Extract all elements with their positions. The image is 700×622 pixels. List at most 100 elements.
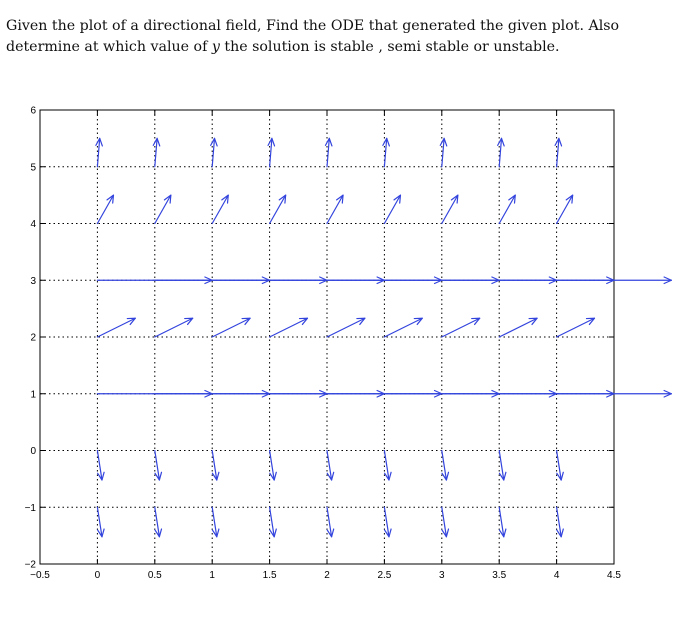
arrow-head [241, 317, 251, 326]
direction-arrow [269, 317, 309, 338]
arrow-shaft [154, 137, 158, 168]
arrow-head [267, 137, 276, 147]
direction-arrows [95, 137, 673, 538]
direction-arrow [154, 194, 172, 225]
direction-arrow [211, 449, 220, 481]
direction-arrow [269, 449, 277, 481]
arrow-shaft [326, 449, 333, 481]
arrow-head [326, 528, 335, 538]
arrow-shaft [96, 317, 136, 338]
arrow-head [585, 317, 596, 326]
arrow-head [384, 528, 392, 538]
direction-arrow [555, 449, 564, 481]
x-tick-label: 4.5 [607, 570, 621, 581]
question-line-2-end: the solution is stable , semi stable or … [219, 39, 560, 55]
arrow-shaft [441, 194, 459, 225]
arrow-head [336, 194, 344, 204]
direction-arrow [154, 449, 163, 481]
arrow-head [126, 317, 136, 326]
arrow-shaft [555, 317, 596, 338]
direction-arrow [326, 194, 344, 225]
arrow-shaft [383, 137, 388, 168]
direction-arrow [96, 194, 115, 225]
arrow-head [498, 528, 507, 538]
arrow-head [663, 389, 673, 398]
y-tick-label: 5 [30, 162, 36, 173]
arrow-shaft [498, 449, 505, 481]
arrow-head [269, 471, 277, 481]
direction-arrow [211, 506, 220, 538]
direction-arrow [96, 449, 105, 481]
arrow-head [324, 137, 333, 147]
x-tick-label: 1 [209, 570, 215, 581]
arrow-head [163, 194, 172, 204]
arrow-head [278, 194, 287, 204]
x-tick-label: 2 [324, 570, 330, 581]
arrow-head [384, 471, 392, 481]
arrow-shaft [269, 449, 275, 481]
arrow-head [450, 194, 459, 204]
arrow-head [556, 471, 564, 481]
arrow-head [439, 137, 448, 147]
arrow-shaft [269, 317, 309, 338]
axis-ticks: −0.5 0 0.5 1 1.5 2 2.5 3 3.5 4 4.5 −2 −1 0 1 2 3 4 5 6 [25, 106, 622, 582]
arrow-head [210, 137, 218, 147]
y-tick-label: −1 [25, 503, 37, 514]
direction-arrow [383, 449, 392, 481]
x-tick-label: 3 [439, 570, 445, 581]
arrow-shaft [441, 506, 447, 538]
direction-arrow [324, 137, 333, 168]
direction-arrow [555, 194, 574, 225]
x-tick-label: 4 [554, 570, 560, 581]
question-line-2: determine at which value of y the soluti… [6, 37, 696, 57]
direction-arrow [441, 194, 459, 225]
direction-arrow [269, 506, 277, 538]
arrow-shaft [96, 449, 103, 481]
arrow-head [441, 471, 450, 481]
direction-arrow [383, 317, 423, 338]
y-tick-label: 3 [30, 276, 36, 287]
direction-arrow [441, 449, 450, 481]
arrow-head [441, 528, 450, 538]
arrow-head [326, 471, 335, 481]
arrow-shaft [269, 137, 273, 168]
arrow-head [211, 471, 220, 481]
direction-arrow [383, 506, 392, 538]
arrow-shaft [269, 194, 287, 225]
direction-arrow [383, 194, 402, 225]
arrow-head [211, 528, 220, 538]
direction-arrow [498, 449, 507, 481]
arrow-head [508, 194, 516, 204]
arrow-shaft [441, 449, 447, 481]
x-tick-label: 3.5 [492, 570, 506, 581]
arrow-head [184, 317, 194, 326]
arrow-shaft [211, 194, 229, 225]
arrow-head [497, 137, 505, 147]
arrow-shaft [154, 449, 160, 481]
arrow-shaft [383, 194, 402, 225]
arrow-shaft [383, 449, 390, 481]
arrow-shaft [326, 317, 366, 338]
arrow-shaft [555, 449, 562, 481]
arrow-head [663, 276, 673, 285]
direction-arrow [555, 506, 564, 538]
direction-arrow [497, 137, 505, 168]
direction-arrow [154, 506, 163, 538]
arrow-shaft [441, 317, 481, 338]
arrow-shaft [498, 137, 503, 168]
question-line-2-start: determine at which value of [6, 39, 212, 55]
arrow-head [269, 528, 277, 538]
arrow-head [97, 528, 105, 538]
arrow-head [471, 317, 481, 326]
arrow-shaft [383, 506, 390, 538]
arrow-shaft [154, 317, 194, 338]
x-tick-label: 0.5 [148, 570, 162, 581]
arrow-shaft [96, 137, 101, 168]
direction-arrow [382, 137, 390, 168]
x-tick-label: 0 [95, 570, 101, 581]
direction-arrow [211, 194, 229, 225]
arrow-shaft [383, 317, 423, 338]
arrow-shaft [211, 506, 218, 538]
direction-arrow [555, 389, 673, 398]
